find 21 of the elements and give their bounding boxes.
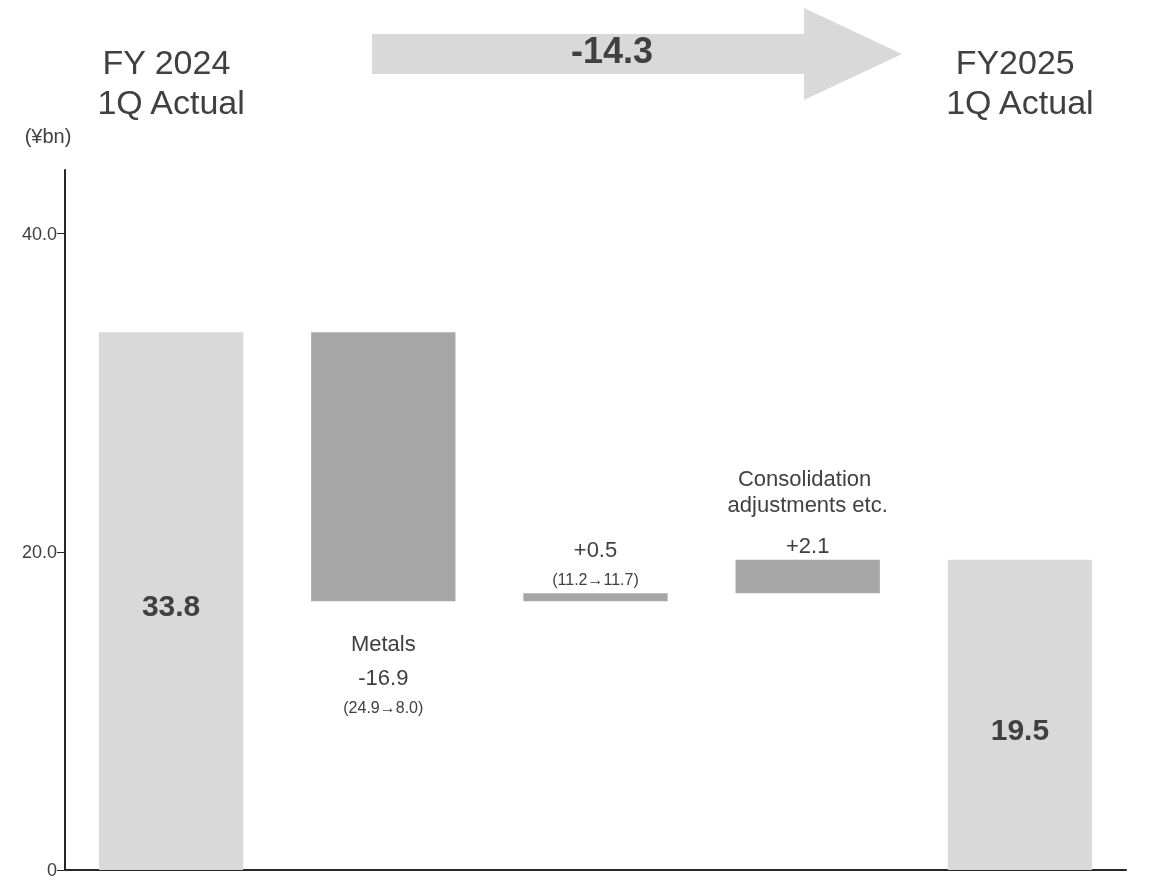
data-label: +2.1 (785, 533, 830, 559)
data-label: +0.5 (573, 536, 618, 562)
data-label: 33.8 (141, 588, 201, 622)
bar (98, 332, 244, 870)
bar (523, 593, 668, 602)
x-tick-label: FY2025 1Q Actual (946, 42, 1094, 122)
bar (947, 559, 1093, 870)
x-tick-label: Metals (350, 630, 416, 656)
annotation: (11.2→11.7) (552, 570, 639, 588)
y-tick-label: 0 (46, 860, 57, 880)
text: -14.3 (569, 30, 655, 72)
bar (311, 332, 456, 602)
x-tick-label: FY 2024 1Q Actual (97, 42, 245, 122)
data-label: -16.9 (358, 664, 409, 690)
y-tick-label: 40.0 (21, 223, 57, 244)
y-axis-title: (¥bn) (24, 125, 72, 147)
bar (735, 559, 880, 594)
y-tick-label: 20.0 (21, 541, 57, 562)
annotation: (24.9→8.0) (343, 698, 424, 716)
data-label: 19.5 (990, 713, 1050, 747)
x-tick-label: Consolidation adjustments etc. (727, 465, 888, 518)
